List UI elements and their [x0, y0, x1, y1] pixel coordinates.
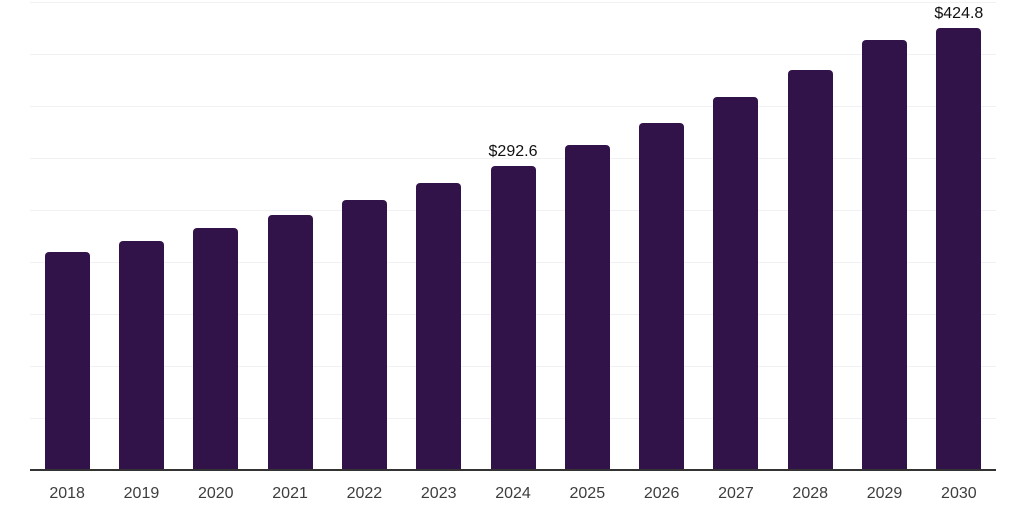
bar-2027 — [713, 96, 758, 470]
bar-2026 — [639, 122, 684, 470]
bar-2020 — [193, 227, 238, 470]
bar-value-label-2030: $424.8 — [934, 5, 984, 23]
bar-2028 — [788, 70, 833, 470]
bar-2021 — [268, 214, 313, 470]
bar-2024 — [491, 165, 536, 470]
x-tick-label-2020: 2020 — [197, 485, 234, 502]
bar-2029 — [862, 39, 907, 470]
bar-2030 — [936, 28, 981, 470]
x-tick-label-2024: 2024 — [495, 485, 531, 502]
x-tick-label-2018: 2018 — [49, 485, 85, 502]
x-tick-label-2025: 2025 — [569, 485, 606, 502]
x-tick-label-2021: 2021 — [272, 485, 308, 502]
gridline — [30, 54, 996, 55]
bar-value-label-2024: $292.6 — [488, 142, 538, 160]
x-tick-label-2029: 2029 — [866, 485, 903, 502]
x-tick-label-2027: 2027 — [718, 485, 754, 502]
x-axis-line — [30, 469, 996, 471]
x-tick-label-2028: 2028 — [792, 485, 829, 502]
bar-2023 — [416, 182, 461, 470]
gridline — [30, 106, 996, 107]
x-tick-label-2022: 2022 — [346, 485, 383, 502]
x-tick-label-2030: 2030 — [941, 485, 977, 502]
bar-2025 — [565, 145, 610, 470]
x-tick-label-2023: 2023 — [420, 485, 457, 502]
x-tick-label-2026: 2026 — [643, 485, 680, 502]
bar-2022 — [342, 200, 387, 470]
x-tick-label-2019: 2019 — [123, 485, 160, 502]
bar-2018 — [45, 252, 90, 470]
bar-2019 — [119, 240, 164, 470]
gridline — [30, 2, 996, 3]
